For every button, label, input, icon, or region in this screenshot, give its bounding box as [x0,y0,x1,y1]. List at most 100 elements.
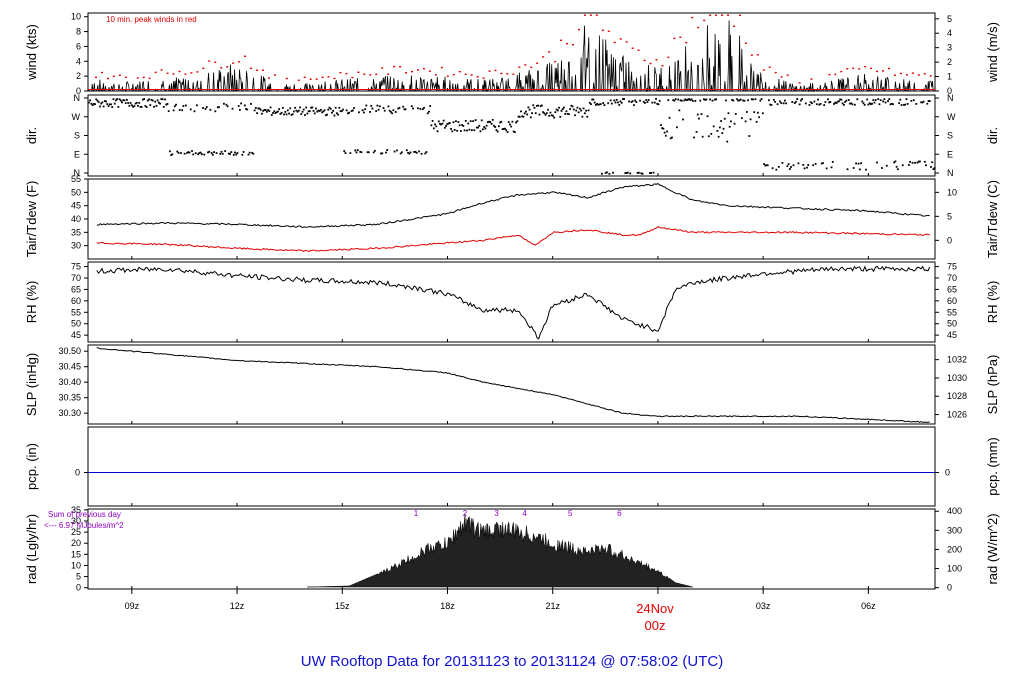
x-tick-label: 06z [861,601,876,611]
dir-point [95,98,98,101]
y-tick-label: 30.50 [58,346,81,356]
dir-point [462,125,465,127]
dir-point [539,105,542,107]
dir-point [252,152,255,155]
y-tick-label: 4 [947,28,952,38]
dir-point [925,164,927,167]
y-tick-label: 55 [71,174,81,184]
dir-point [412,107,414,110]
wind-peak-mark [589,14,592,16]
dir-point [105,100,107,103]
dir-point [491,118,494,121]
y-tick-label: 35 [71,227,81,237]
wind-peak-mark [232,62,235,64]
dir-point [901,164,904,167]
dir-point [399,152,402,155]
dir-point [382,107,385,109]
dir-point [304,114,306,116]
dir-point [770,104,773,106]
dir-point [675,126,678,129]
dir-point [927,100,930,102]
dir-point [852,167,855,169]
dir-point [151,99,154,102]
dir-point [169,150,171,153]
dir-point [704,98,707,101]
dir-point [100,102,103,105]
dir-point [930,166,932,168]
wind-peak-mark [357,71,360,73]
y-tick-label: 60 [947,296,957,306]
dir-point [818,103,821,106]
dir-point [877,98,880,100]
dir-point [429,105,432,107]
dir-point [829,101,832,103]
dir-point [466,129,468,132]
dir-point [468,128,471,131]
dir-point [499,121,502,124]
dir-point [107,105,110,108]
y-tick-label: 4 [76,56,81,66]
tair-line [96,183,930,229]
dir-point [186,151,189,154]
wind-peak-mark [166,72,169,74]
dir-point [467,122,470,125]
dir-point [782,102,785,105]
dir-point [452,121,455,124]
wind-peak-mark [470,74,473,76]
wind-peak-mark [220,67,223,69]
dir-point [369,111,371,113]
wind-peak-mark [607,30,610,32]
dir-point [577,111,580,114]
wind-peak-mark [154,71,157,74]
dir-point [775,168,778,171]
y-tick-label: 75 [71,262,81,272]
dir-point [493,124,495,127]
y-tick-label: 45 [71,201,81,211]
dir-point [258,107,261,110]
dir-point [765,164,768,167]
dir-point [261,112,263,115]
wind-peak-mark [214,61,217,64]
dir-point [332,109,335,112]
y-tick-label: 200 [947,544,962,554]
y-tick-label: 3 [947,43,952,53]
dir-point [516,120,519,123]
dir-point [647,99,650,101]
wind-peak-mark [661,65,664,67]
dir-point [208,150,211,153]
dir-point [437,120,440,123]
dir-point [317,109,320,112]
dir-point [180,152,182,154]
dir-point [887,100,889,103]
panel-frame-wind [87,12,936,92]
dir-point [130,104,133,107]
dir-point [809,101,812,104]
dir-point [668,116,671,119]
dir-point [439,122,441,125]
wind-peak-mark [202,67,205,70]
dir-point [511,120,514,123]
dir-point [737,99,740,102]
dir-point [154,100,157,103]
wind-peak-mark [440,66,443,69]
dir-point [550,114,553,117]
dir-point [502,128,505,130]
y-tick-label: 0 [947,235,952,245]
dir-point [193,110,196,113]
dir-point [785,102,788,105]
y-tick-label: 30.45 [58,362,81,372]
dir-point [263,108,266,111]
wind-peak-mark [327,76,330,78]
dir-point [561,108,564,111]
y-tick-label: S [74,131,80,141]
dir-point [446,123,449,125]
y-tick-label: 0 [76,583,81,593]
dir-point [669,137,672,140]
dir-point [540,104,543,107]
y-tick-label: 10 [947,187,957,197]
dir-point [688,98,691,100]
dir-point [102,105,105,108]
wind-peak-mark [583,14,586,16]
dir-point [850,102,853,105]
dir-point [350,110,353,112]
